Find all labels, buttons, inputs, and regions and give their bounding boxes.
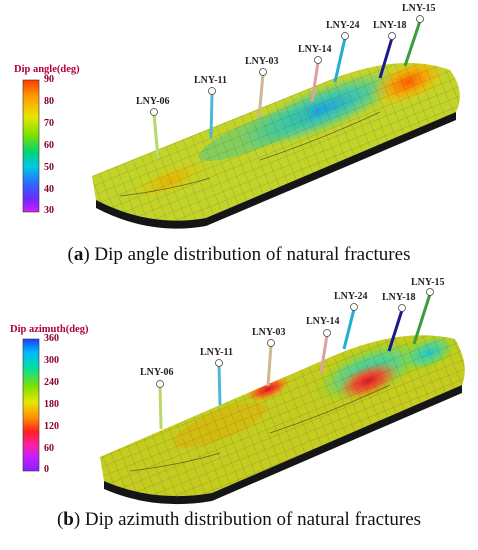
caption-b: (b) Dip azimuth distribution of natural … bbox=[56, 509, 422, 530]
colorbar-dip-azimuth bbox=[22, 338, 40, 472]
well-marker-lny-06 bbox=[156, 380, 164, 388]
dip-angle-surface bbox=[22, 15, 460, 229]
well-label: LNY-03 bbox=[252, 327, 286, 338]
colorbar-tick: 180 bbox=[44, 399, 59, 410]
colorbar-tick: 120 bbox=[44, 421, 59, 432]
colorbar-title: Dip azimuth(deg) bbox=[10, 324, 89, 335]
colorbar-tick: 40 bbox=[44, 184, 54, 195]
well-lny-14 bbox=[310, 61, 320, 103]
well-label: LNY-14 bbox=[306, 316, 340, 327]
well-marker-lny-15 bbox=[416, 15, 424, 23]
well-label: LNY-18 bbox=[382, 292, 416, 303]
well-label: LNY-24 bbox=[334, 291, 368, 302]
well-marker-lny-14 bbox=[314, 56, 322, 64]
well-label: LNY-11 bbox=[200, 347, 233, 358]
well-lny-03 bbox=[266, 344, 273, 387]
well-marker-lny-24 bbox=[350, 303, 358, 311]
well-label: LNY-18 bbox=[373, 20, 407, 31]
well-marker-lny-18 bbox=[388, 32, 396, 40]
well-lny-11 bbox=[217, 364, 222, 406]
well-lny-18 bbox=[378, 37, 394, 79]
well-marker-lny-15 bbox=[426, 288, 434, 296]
caption-a: (a) Dip angle distribution of natural fr… bbox=[67, 244, 411, 265]
well-lny-15 bbox=[412, 293, 432, 345]
well-lny-24 bbox=[333, 37, 347, 83]
panel-dip-azimuth: Dip azimuth(deg) 360 300 240 180 120 60 … bbox=[0, 275, 478, 550]
colorbar-tick: 60 bbox=[44, 140, 54, 151]
colorbar-tick: 50 bbox=[44, 162, 54, 173]
colorbar-tick: 0 bbox=[44, 464, 49, 475]
well-label: LNY-24 bbox=[326, 20, 360, 31]
well-marker-lny-03 bbox=[259, 68, 267, 76]
well-marker-lny-14 bbox=[323, 329, 331, 337]
well-label: LNY-06 bbox=[136, 96, 170, 107]
colorbar-dip-angle bbox=[22, 79, 40, 213]
panel-dip-angle: Dip angle(deg) 90 80 70 60 50 40 30 LNY-… bbox=[14, 3, 460, 265]
colorbar-title: Dip angle(deg) bbox=[14, 64, 80, 75]
well-marker-lny-11 bbox=[208, 87, 216, 95]
colorbar-tick: 70 bbox=[44, 118, 54, 129]
colorbar-tick: 240 bbox=[44, 377, 59, 388]
well-label: LNY-03 bbox=[245, 56, 279, 67]
well-label: LNY-15 bbox=[411, 277, 445, 288]
colorbar-tick: 360 bbox=[44, 333, 59, 344]
dip-azimuth-surface bbox=[22, 288, 465, 505]
wells-b bbox=[156, 288, 434, 430]
well-label: LNY-15 bbox=[402, 3, 436, 14]
well-lny-06 bbox=[158, 385, 163, 430]
colorbar-tick: 60 bbox=[44, 443, 54, 454]
well-label: LNY-14 bbox=[298, 44, 332, 55]
well-marker-lny-18 bbox=[398, 304, 406, 312]
colorbar-tick: 80 bbox=[44, 96, 54, 107]
well-marker-lny-11 bbox=[215, 359, 223, 367]
well-lny-03 bbox=[257, 73, 265, 119]
colorbar-tick: 300 bbox=[44, 355, 59, 366]
well-lny-24 bbox=[342, 308, 356, 350]
colorbar-tick: 30 bbox=[44, 205, 54, 216]
well-lny-15 bbox=[403, 20, 422, 67]
well-lny-06 bbox=[152, 113, 160, 159]
well-lny-11 bbox=[209, 92, 214, 139]
well-lny-14 bbox=[319, 334, 329, 374]
well-marker-lny-06 bbox=[150, 108, 158, 116]
well-lny-18 bbox=[387, 309, 404, 352]
well-marker-lny-24 bbox=[341, 32, 349, 40]
well-label: LNY-06 bbox=[140, 367, 174, 378]
surface-base bbox=[96, 112, 456, 229]
well-marker-lny-03 bbox=[267, 339, 275, 347]
well-label: LNY-11 bbox=[194, 75, 227, 86]
colorbar-tick: 90 bbox=[44, 74, 54, 85]
wells-a bbox=[150, 15, 424, 159]
